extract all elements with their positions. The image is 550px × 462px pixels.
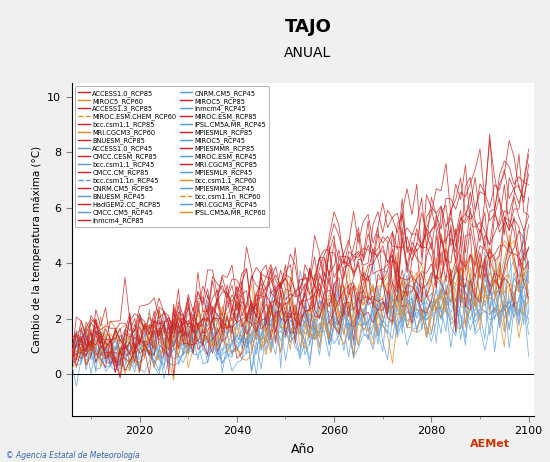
Text: TAJO: TAJO: [284, 18, 332, 36]
Y-axis label: Cambio de la temperatura máxima (°C): Cambio de la temperatura máxima (°C): [31, 146, 42, 353]
Text: ANUAL: ANUAL: [284, 46, 332, 60]
Text: AEMet: AEMet: [470, 438, 509, 449]
X-axis label: Año: Año: [290, 443, 315, 456]
Legend: ACCESS1.0_RCP85, MIROC5_RCP60, ACCESS1.3_RCP85, MIROC.ESM.CHEM_RCP60, bcc.csm1.1: ACCESS1.0_RCP85, MIROC5_RCP60, ACCESS1.3…: [75, 86, 270, 227]
Text: © Agencia Estatal de Meteorología: © Agencia Estatal de Meteorología: [6, 451, 139, 460]
